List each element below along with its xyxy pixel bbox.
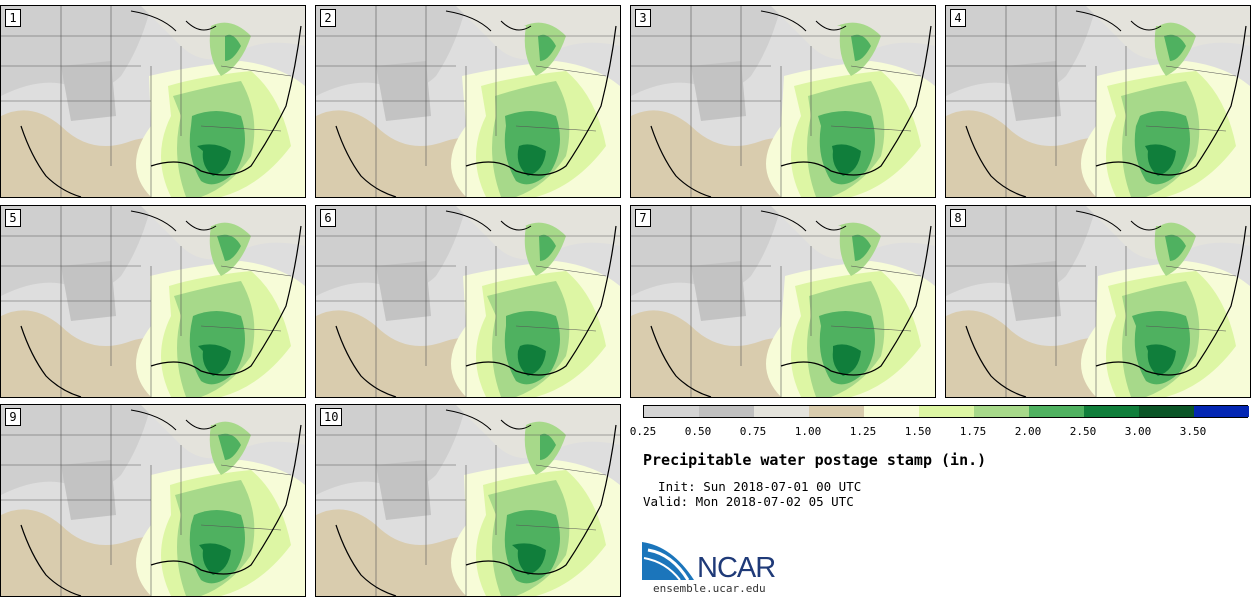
colorbar-tick-label: 0.75 [739,425,767,438]
stamp-member-number: 3 [635,9,651,27]
colorbar-swatch [1029,406,1084,417]
stamp-map: 6 [315,205,621,398]
colorbar-tick-label: 0.25 [629,425,657,438]
colorbar-tick-label: 1.50 [904,425,932,438]
colorbar-swatch [864,406,919,417]
stamp-member-number: 6 [320,209,336,227]
colorbar-tick-label: 1.75 [959,425,987,438]
stamp-map: 7 [630,205,936,398]
colorbar-swatch [1084,406,1139,417]
stamp-map: 8 [945,205,1251,398]
colorbar-swatch [699,406,754,417]
stamp-map: 3 [630,5,936,198]
colorbar-swatch [1194,406,1249,417]
colorbar-tick-label: 2.50 [1069,425,1097,438]
colorbar-swatch [644,406,699,417]
colorbar-swatch [1139,406,1194,417]
stamp-member-number: 1 [5,9,21,27]
ensemble-url[interactable]: ensemble.ucar.edu [653,582,766,595]
colorbar-tick-label: 1.00 [794,425,822,438]
colorbar-swatch [974,406,1029,417]
stamp-map: 9 [0,404,306,597]
colorbar-tick-label: 2.00 [1014,425,1042,438]
stamp-member-number: 8 [950,209,966,227]
colorbar-swatch [754,406,809,417]
stamp-member-number: 2 [320,9,336,27]
colorbar-tick-label: 1.25 [849,425,877,438]
colorbar [643,405,1249,418]
stamp-map: 10 [315,404,621,597]
stamp-map: 1 [0,5,306,198]
colorbar-swatch [809,406,864,417]
stamp-member-number: 9 [5,408,21,426]
colorbar-tick-label: 0.50 [684,425,712,438]
init-time: Init: Sun 2018-07-01 00 UTC [643,479,862,494]
colorbar-tick-label: 3.50 [1179,425,1207,438]
stamp-member-number: 7 [635,209,651,227]
stamp-map: 4 [945,5,1251,198]
colorbar-swatch [919,406,974,417]
ncar-logo-text: NCAR [697,552,776,584]
stamp-map: 5 [0,205,306,398]
figure-title: Precipitable water postage stamp (in.) [643,451,987,469]
valid-time: Valid: Mon 2018-07-02 05 UTC [643,494,854,509]
ncar-logo-icon [642,542,694,581]
stamp-member-number: 5 [5,209,21,227]
stamp-member-number: 4 [950,9,966,27]
stamp-member-number: 10 [320,408,343,426]
colorbar-tick-label: 3.00 [1124,425,1152,438]
stamp-map: 2 [315,5,621,198]
